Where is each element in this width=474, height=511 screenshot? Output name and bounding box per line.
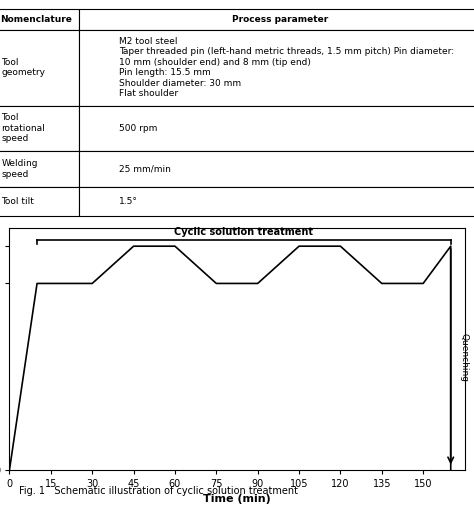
Text: Cyclic solution treatment: Cyclic solution treatment: [174, 227, 313, 237]
Text: Quenching: Quenching: [459, 334, 468, 382]
Text: Fig. 1   Schematic illustration of cyclic solution treatment: Fig. 1 Schematic illustration of cyclic …: [18, 486, 298, 497]
X-axis label: Time (min): Time (min): [203, 494, 271, 504]
